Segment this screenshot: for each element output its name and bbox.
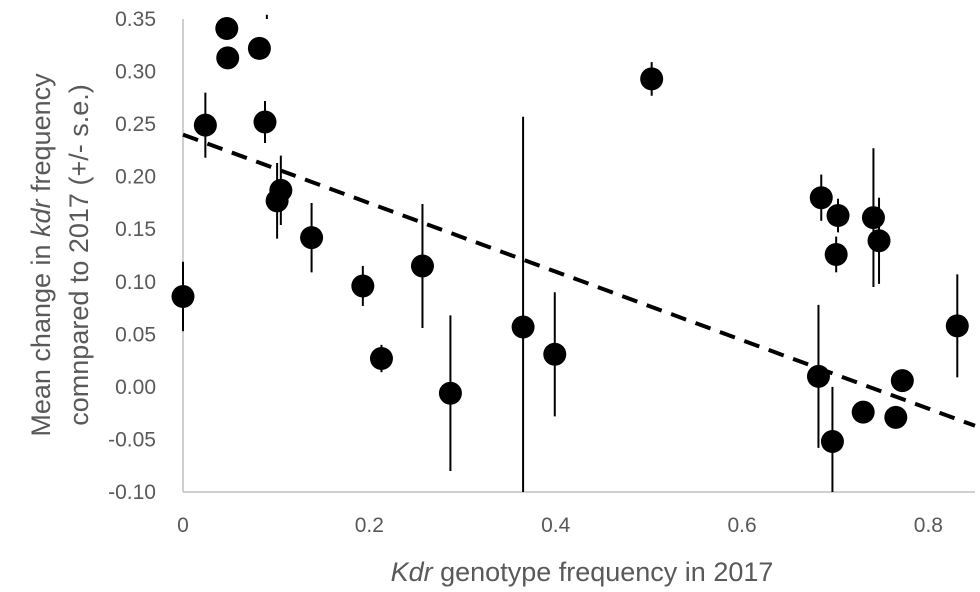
y-axis-title: Mean change in kdr frequency comnpared t… [26,73,94,437]
data-points [171,16,969,454]
data-point [884,405,908,429]
data-point [410,254,434,278]
y-tick-label: 0.20 [115,166,156,189]
data-point [511,315,535,339]
axes [182,19,975,493]
data-point [193,113,217,137]
y-tick-label: 0.35 [115,8,156,31]
data-point [809,186,833,210]
data-point [216,46,240,70]
y-tick-label: 0.25 [115,113,156,136]
data-point [640,67,664,91]
data-point [820,430,844,454]
y-axis-title-line-2: comnpared to 2017 (+/- s.e.) [64,84,94,425]
data-point [247,36,271,60]
x-tick-label: 0.8 [914,514,943,537]
x-axis-title: Kdr genotype frequency in 2017 [391,557,774,587]
x-tick-labels: 0 0.2 0.4 0.6 0.8 [177,514,943,537]
data-point [824,242,848,266]
x-tick-label: 0 [177,514,189,537]
y-tick-label: 0.30 [115,61,156,84]
data-point [215,16,239,40]
y-axis-title-line-1: Mean change in kdr frequency [26,73,56,437]
y-tick-label: 0.15 [115,218,156,241]
y-tick-labels: -0.10 -0.05 0.00 0.05 0.10 0.15 0.20 0.25 0.30 0.… [108,8,156,504]
data-point [945,314,969,338]
data-point [861,206,885,230]
data-point [806,364,830,388]
y-tick-label: 0.10 [115,271,156,294]
data-point [867,229,891,253]
x-tick-label: 0.4 [541,514,571,537]
trendline [182,132,976,428]
data-point [253,110,277,134]
y-tick-label: 0.00 [115,376,156,399]
x-tick-label: 0.6 [727,514,756,537]
x-tick-label: 0.2 [355,514,384,537]
data-point [890,369,914,393]
data-point [171,284,195,308]
data-point [351,274,375,298]
data-point [543,342,567,366]
data-point [300,226,324,250]
y-tick-label: -0.10 [108,481,156,504]
data-point [369,347,393,371]
y-tick-label: 0.05 [115,323,156,346]
data-point [826,204,850,228]
data-point [851,400,875,424]
data-point [269,178,293,202]
y-tick-label: -0.05 [108,428,156,451]
data-point [438,381,462,405]
